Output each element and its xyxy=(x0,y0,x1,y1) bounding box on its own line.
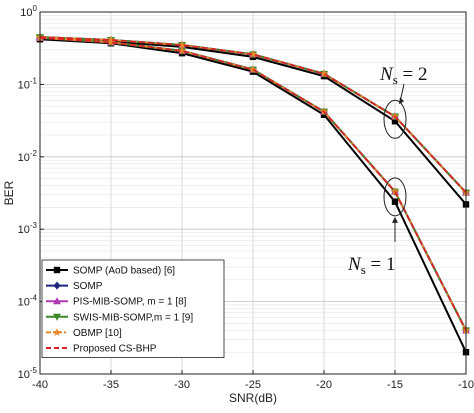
y-tick-label: 10-3 xyxy=(18,221,38,236)
x-tick-label: -30 xyxy=(174,379,190,391)
x-tick-label: -40 xyxy=(32,379,48,391)
legend-label: SWIS-MIB-SOMP,m = 1 [9] xyxy=(73,312,193,323)
x-tick-label: -15 xyxy=(387,379,403,391)
annotation-ellipse xyxy=(383,177,407,217)
annotations: Ns = 2 Ns = 1 xyxy=(347,64,427,277)
y-tick-label: 10-1 xyxy=(18,76,38,91)
y-tick-label: 10-5 xyxy=(18,366,38,381)
data-point xyxy=(106,37,116,47)
data-point xyxy=(248,49,258,58)
annotation-arrowhead xyxy=(399,97,404,105)
data-point xyxy=(391,118,399,125)
data-point xyxy=(177,46,187,55)
y-tick-label: 10-2 xyxy=(18,149,38,164)
series-line xyxy=(39,36,467,194)
y-tick-label: 100 xyxy=(20,4,37,19)
legend-entry: SWIS-MIB-SOMP,m = 1 [9] xyxy=(46,312,193,323)
data-point xyxy=(53,281,61,290)
data-point xyxy=(53,313,61,321)
data-point xyxy=(319,69,329,78)
legend-entry: PIS-MIB-SOMP, m = 1 [8] xyxy=(46,297,187,308)
annotation-label: Ns = 1 xyxy=(347,254,395,277)
series-line xyxy=(39,37,467,331)
legend-label: OBMP [10] xyxy=(73,328,122,339)
legend-box xyxy=(41,259,225,358)
legend: SOMP (AoD based) [6] SOMP PIS-MIB-SOMP, m … xyxy=(41,259,225,358)
legend-entry: SOMP (AoD based) [6] xyxy=(46,266,175,277)
legend-label: SOMP xyxy=(73,281,103,292)
data-point xyxy=(52,327,62,336)
annotation-label: Ns = 2 xyxy=(379,64,427,87)
legend-entry: OBMP [10] xyxy=(46,327,122,339)
y-tick-label: 10-4 xyxy=(18,294,38,309)
data-point xyxy=(53,297,61,305)
x-tick-label: -20 xyxy=(316,379,332,391)
legend-label: Proposed CS-BHP xyxy=(73,344,157,355)
legend-label: PIS-MIB-SOMP, m = 1 [8] xyxy=(73,297,187,308)
legend-entry: Proposed CS-BHP xyxy=(46,344,157,355)
axis-ticks: -40 -35 -30 -25 -20 -15 -10 100 10-1 10-2 10-3 10-4… xyxy=(18,4,474,391)
data-point xyxy=(106,35,116,44)
annotation-ellipse xyxy=(383,99,407,139)
x-axis-label: SNR(dB) xyxy=(229,391,277,405)
data-point xyxy=(177,40,187,49)
x-tick-label: -10 xyxy=(458,379,474,391)
legend-label: SOMP (AoD based) [6] xyxy=(73,266,175,277)
annotation-arrowhead xyxy=(392,216,398,223)
series xyxy=(39,36,467,331)
data-point xyxy=(53,266,61,274)
x-tick-label: -25 xyxy=(245,379,261,391)
y-axis-label: BER xyxy=(2,180,16,205)
legend-entry: SOMP xyxy=(46,281,103,292)
data-point xyxy=(391,198,399,205)
data-point xyxy=(248,65,258,74)
x-tick-label: -35 xyxy=(103,379,119,391)
